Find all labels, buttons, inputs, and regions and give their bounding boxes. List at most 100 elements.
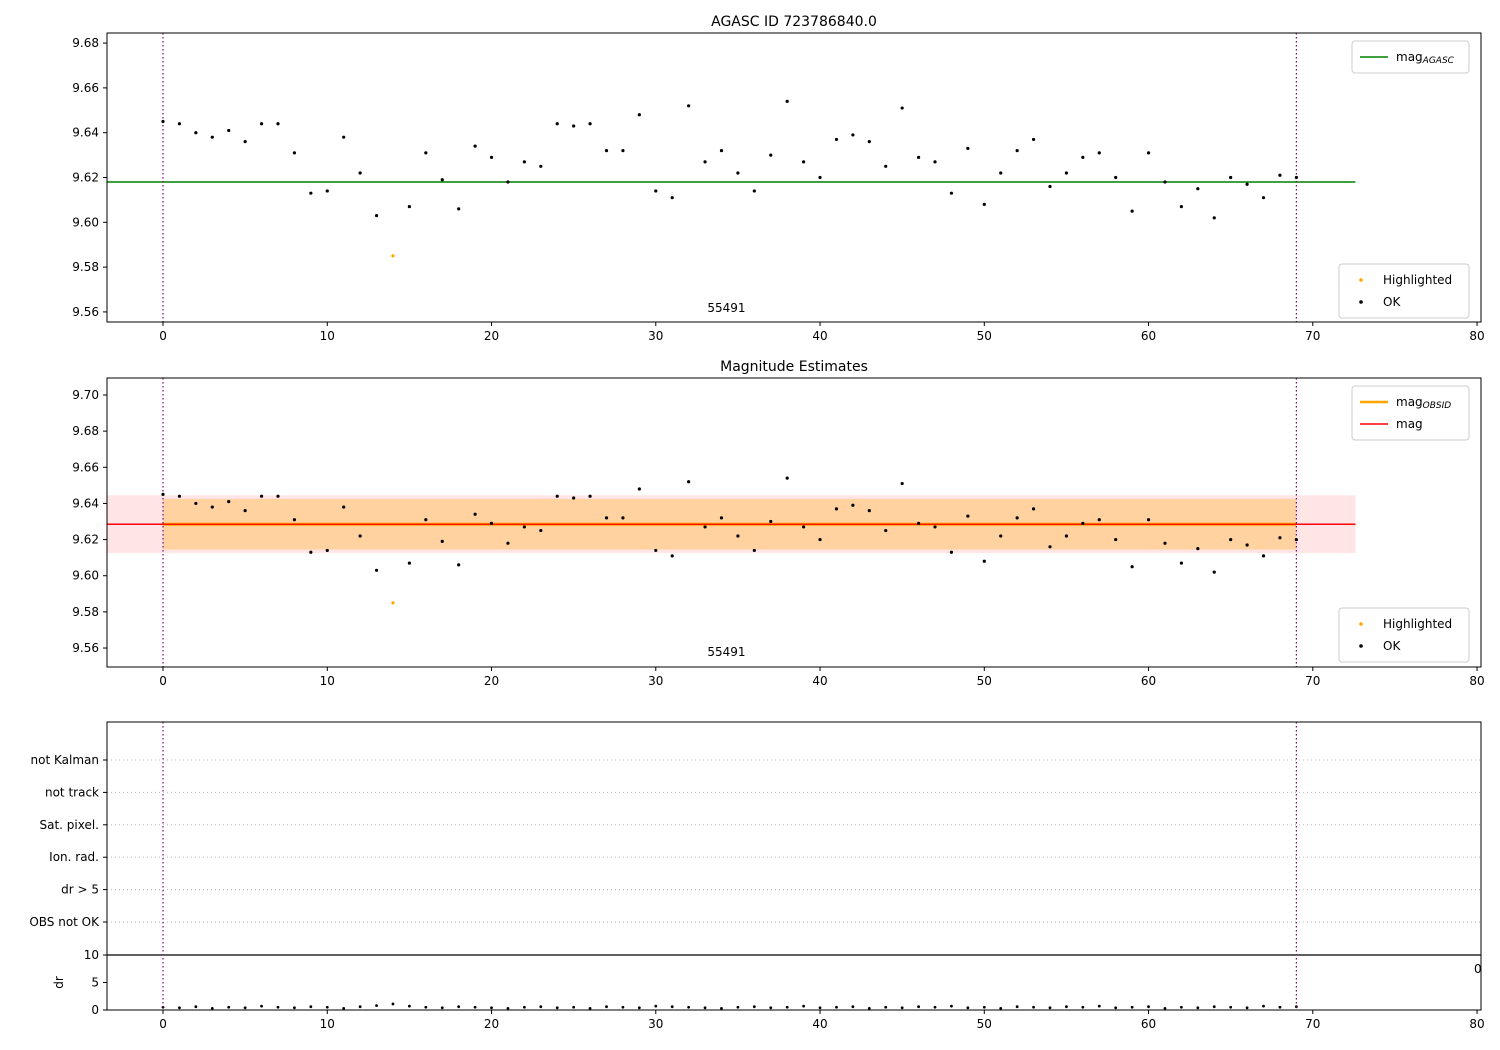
x-tick-label: 30 [648,329,663,343]
x-tick-label: 10 [320,674,335,688]
dr-point [210,1006,214,1010]
ok-point [424,151,428,155]
ok-point [1245,543,1249,547]
obsid-annotation: 55491 [707,645,745,659]
ok-point [539,528,543,533]
dr-point [999,1006,1003,1010]
y-tick-label: 9.70 [72,388,99,402]
ok-point [177,494,182,498]
ok-point [769,153,773,157]
y-tick-label: 9.62 [72,533,99,547]
dr-point [1097,1004,1101,1008]
dr-point [1262,1004,1265,1008]
legend-sample-Highlighted-dot [1359,278,1363,282]
ok-point [1212,216,1216,220]
ok-point [802,525,806,529]
ok-point [752,189,756,193]
ok-point [1261,196,1266,200]
ok-point [1015,516,1019,520]
dr-point [670,1005,674,1009]
ok-point [194,131,198,135]
ok-point [966,146,970,150]
ok-point [1294,175,1298,180]
y-tick-label: 9.62 [72,171,99,185]
ok-point [736,534,740,538]
x-tick-label: 70 [1305,329,1320,343]
ok-point [900,481,904,486]
x-tick-label: 20 [484,1017,499,1031]
ok-point [785,99,789,103]
dr-point [424,1005,428,1009]
ok-point [325,189,329,193]
legend-label: OK [1383,639,1401,653]
legend-label: Highlighted [1383,273,1452,287]
dr-point [293,1006,296,1010]
ok-point [457,563,461,567]
ok-point [1031,137,1036,142]
y-tick-label: 9.64 [72,126,99,140]
ok-point [489,521,494,525]
ok-point [473,144,477,148]
ok-point [867,140,871,144]
ok-point [588,122,592,126]
ok-point [292,151,297,155]
dr-axis-label: dr [52,976,66,989]
ok-point [1196,547,1200,551]
y-tick-label: 9.60 [72,569,99,583]
ok-point [342,505,346,509]
ok-point [161,119,165,124]
dr-point [950,1004,953,1008]
ok-point [687,480,691,484]
legend-label: Highlighted [1383,617,1452,631]
chart-title: AGASC ID 723786840.0 [711,14,877,30]
dr-point [490,1006,493,1010]
legend-sample-Highlighted-dot [1359,622,1363,626]
dr-point [572,1005,576,1009]
ok-point [1097,518,1101,522]
ok-point [588,494,592,498]
dr-point [752,1005,756,1009]
flag-category-label: not track [45,785,99,799]
legend-label: mag [1396,417,1423,431]
dr-point [982,1005,986,1009]
ok-point [243,140,247,144]
dr-point [375,1004,378,1007]
ok-point [276,494,280,498]
ok-point [916,155,921,159]
obsid-annotation: 55491 [707,301,745,315]
ok-point [785,476,789,480]
ok-point [522,525,526,529]
ok-point [736,171,740,175]
ok-point [572,124,576,128]
ok-point [210,135,214,139]
ok-point [802,160,806,164]
dr-point [687,1005,691,1009]
ok-point [851,133,855,137]
ok-point [374,213,379,218]
ok-point [1114,537,1118,542]
x-tick-label: 50 [977,1017,992,1031]
flag-category-label: Sat. pixel. [39,818,99,832]
ok-point [719,149,724,153]
ok-point [1196,187,1200,191]
ok-point [916,521,921,525]
axes-border [106,377,1482,668]
ok-point [1179,561,1183,565]
dr-point [555,1006,559,1010]
dr-point [1081,1005,1085,1009]
y-tick-label: 9.66 [72,460,99,474]
ok-point [194,501,198,506]
legend-sample-OK-dot [1359,644,1363,648]
magnitude-estimates-chart: 0 10 20 30 40 50 60 70 80 9.56 9.58 9.60 9.62 9.64 9.6… [72,359,1484,688]
dr-point [637,1006,641,1010]
ok-point [1146,151,1151,155]
ok-point [1130,565,1134,569]
ok-point [555,494,559,498]
ok-point [473,512,477,516]
dr-point [539,1005,543,1009]
right-axis-label: 0 [1474,962,1482,976]
ok-point [670,196,674,200]
ok-point [966,514,970,518]
dr-tick-label: 5 [91,976,99,990]
dr-point [1163,1006,1167,1010]
